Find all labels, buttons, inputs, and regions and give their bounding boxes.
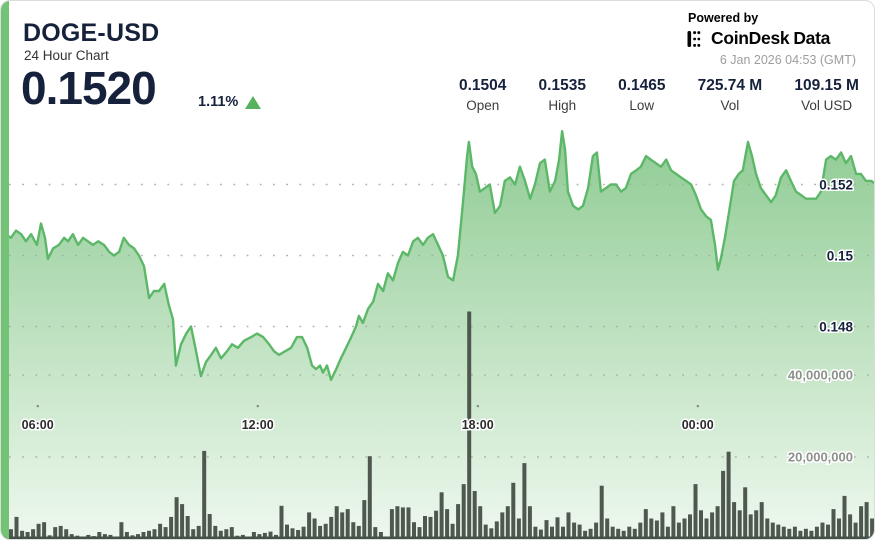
svg-text:06:00: 06:00 bbox=[22, 418, 54, 432]
stat-low-label: Low bbox=[629, 98, 655, 113]
coindesk-wordmark: CoinDesk Data bbox=[711, 28, 831, 48]
stat-vol-label: Vol bbox=[720, 98, 740, 113]
svg-text:20,000,000: 20,000,000 bbox=[788, 450, 853, 465]
stat-open: 0.1504 Open bbox=[459, 77, 506, 113]
stat-open-label: Open bbox=[466, 98, 500, 113]
stat-vol-value: 725.74 M bbox=[697, 77, 763, 94]
arrow-up-icon bbox=[245, 95, 262, 109]
stat-low: 0.1465 Low bbox=[618, 77, 665, 113]
stat-vol-usd: 109.15 M Vol USD bbox=[794, 77, 859, 113]
svg-text:0.152: 0.152 bbox=[819, 178, 853, 193]
svg-text:0.148: 0.148 bbox=[819, 320, 853, 335]
stat-high: 0.1535 High bbox=[539, 77, 586, 113]
powered-by-label: Powered by bbox=[688, 11, 759, 25]
change-percent: 1.11% bbox=[198, 94, 239, 110]
quote-timestamp: 6 Jan 2026 04:53 (GMT) bbox=[719, 53, 856, 67]
coindesk-data-logo[interactable]: CoinDesk Data bbox=[686, 28, 856, 49]
stat-low-value: 0.1465 bbox=[618, 77, 666, 94]
chart-subtitle: 24 Hour Chart bbox=[24, 48, 109, 63]
stat-high-value: 0.1535 bbox=[538, 77, 586, 94]
current-price: 0.1520 bbox=[21, 62, 157, 114]
svg-text:0.15: 0.15 bbox=[827, 249, 854, 264]
stat-vol: 725.74 M Vol bbox=[698, 77, 763, 113]
svg-text:40,000,000: 40,000,000 bbox=[788, 368, 853, 383]
stat-vol-usd-label: Vol USD bbox=[801, 98, 853, 113]
svg-text:12:00: 12:00 bbox=[242, 418, 274, 432]
accent-left-strip bbox=[1, 1, 9, 539]
ohlcv-stats-row: 0.1504 Open 0.1535 High 0.1465 Low 725.7… bbox=[459, 77, 859, 113]
pair-title: DOGE-USD bbox=[23, 19, 160, 47]
svg-text:18:00: 18:00 bbox=[462, 418, 494, 432]
stat-open-value: 0.1504 bbox=[459, 77, 507, 94]
coindesk-mark-icon bbox=[687, 30, 701, 47]
stat-vol-usd-value: 109.15 M bbox=[794, 77, 859, 94]
branding-block: Powered by CoinDesk Data 6 Jan 2026 04:53… bbox=[686, 11, 856, 67]
stat-high-label: High bbox=[548, 98, 577, 113]
price-change-badge: 1.11% bbox=[198, 94, 262, 110]
svg-text:00:00: 00:00 bbox=[682, 418, 714, 432]
